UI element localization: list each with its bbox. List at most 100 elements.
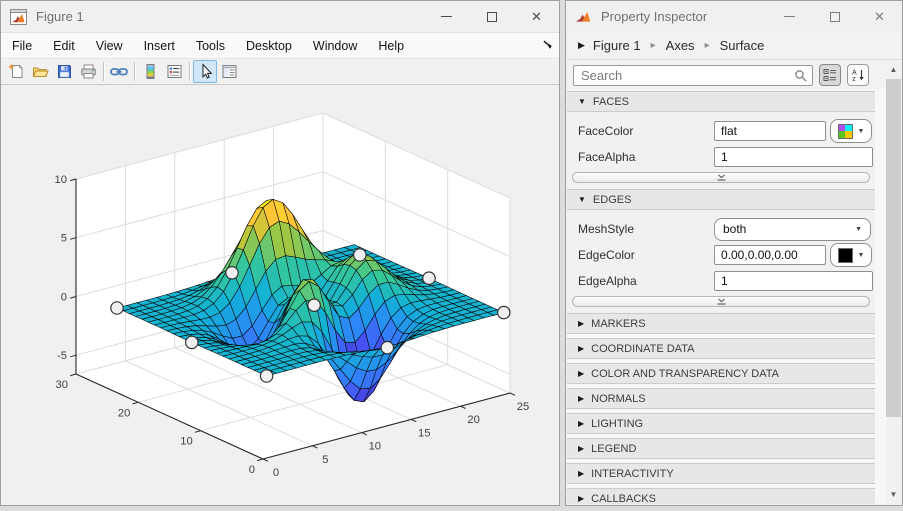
edgecolor-swatch-button[interactable]: ▼ (830, 243, 872, 267)
breadcrumb-item-axes[interactable]: Axes (665, 38, 695, 53)
new-figure-icon (7, 63, 23, 78)
svg-text:0: 0 (249, 464, 255, 476)
insert-colorbar-button[interactable] (138, 60, 162, 83)
breadcrumb-item-figure-1[interactable]: Figure 1 (592, 38, 641, 53)
breadcrumb-item-surface[interactable]: Surface (719, 38, 765, 53)
property-inspector-window: Property Inspector ✕ ▶ Figure 1 ▸ Axes ▸ Sur… (565, 0, 903, 506)
vertex-marker (307, 298, 321, 312)
new-figure-button[interactable] (4, 60, 28, 83)
section-coordinate-data-header[interactable]: ▶ COORDINATE DATA (567, 338, 875, 359)
expand-arrow-icon: ▶ (578, 469, 585, 478)
link-plot-button[interactable] (107, 60, 131, 83)
property-row-edgecolor: EdgeColor ▼ (567, 242, 875, 268)
section-color-and-transparency-data-header[interactable]: ▶ COLOR AND TRANSPARENCY DATA (567, 363, 875, 384)
window-title: Figure 1 (36, 9, 84, 24)
open-file-button[interactable] (28, 60, 52, 83)
scrollbar-thumb[interactable] (886, 79, 901, 417)
minimize-button[interactable] (767, 1, 812, 32)
sort-alphabetical-button[interactable]: A z (847, 64, 869, 86)
svg-text:-5: -5 (57, 350, 67, 362)
close-button[interactable]: ✕ (874, 8, 885, 24)
toolbar-separator (189, 62, 190, 81)
breadcrumb-separator-icon: ▸ (704, 40, 710, 51)
inspector-titlebar[interactable]: Property Inspector ✕ (566, 1, 902, 32)
edgecolor-input[interactable] (714, 245, 826, 265)
expand-arrow-icon: ▶ (578, 419, 585, 428)
menu-help[interactable]: Help (378, 38, 405, 53)
menu-window[interactable]: Window (312, 38, 358, 53)
property-inspector-button[interactable] (217, 60, 241, 83)
svg-text:15: 15 (418, 427, 430, 439)
vertex-marker (185, 335, 199, 350)
facecolor-input[interactable] (714, 121, 826, 141)
property-row-facealpha: FaceAlpha (567, 144, 875, 170)
expand-arrow-icon: ▶ (578, 394, 585, 403)
svg-text:0: 0 (273, 467, 279, 479)
menu-edit[interactable]: Edit (53, 38, 75, 53)
scroll-up-icon[interactable]: ▲ (889, 65, 898, 74)
scroll-down-icon[interactable]: ▼ (889, 490, 898, 499)
search-row: A z (567, 61, 886, 89)
breadcrumb-separator-icon: ▸ (650, 40, 656, 51)
property-row-meshstyle: MeshStyle both ▼ (567, 216, 875, 242)
section-normals-header[interactable]: ▶ NORMALS (567, 388, 875, 409)
search-input[interactable] (573, 64, 813, 86)
svg-text:5: 5 (322, 454, 328, 466)
dropdown-arrow-icon: ▼ (855, 225, 862, 233)
svg-text:10: 10 (55, 174, 67, 186)
search-icon (795, 69, 807, 81)
meshstyle-dropdown[interactable]: both ▼ (714, 217, 871, 241)
group-list-icon (823, 69, 836, 81)
facealpha-input[interactable] (714, 147, 873, 167)
vertex-marker (225, 266, 239, 280)
print-figure-button[interactable] (76, 60, 100, 83)
surface-mesh[interactable] (116, 199, 505, 403)
insert-legend-button[interactable] (162, 60, 186, 83)
group-view-button[interactable] (819, 64, 841, 86)
menu-tools[interactable]: Tools (195, 38, 226, 53)
figure-titlebar[interactable]: Figure 1 ✕ (1, 1, 559, 32)
section-interactivity-header[interactable]: ▶ INTERACTIVITY (567, 463, 875, 484)
maximize-button[interactable] (469, 1, 514, 32)
toolbar-separator (134, 62, 135, 81)
section-edges-body: MeshStyle both ▼ EdgeColor ▼ EdgeAlpha (567, 210, 875, 313)
section-edges-header[interactable]: ▼ EDGES (567, 189, 875, 210)
close-button[interactable]: ✕ (531, 8, 542, 24)
edges-more-properties-expander[interactable] (572, 296, 870, 307)
facecolor-swatch-button[interactable]: ▼ (830, 119, 872, 143)
scrollbar[interactable]: ▲ ▼ (886, 61, 901, 504)
surface-markers[interactable] (110, 248, 511, 383)
collapse-arrow-icon: ▼ (578, 195, 586, 204)
section-faces-header[interactable]: ▼ FACES (567, 91, 875, 112)
property-row-facecolor: FaceColor ▼ (567, 118, 875, 144)
menu-overflow-arrow-icon[interactable] (542, 39, 554, 52)
edgealpha-input[interactable] (714, 271, 873, 291)
plot-canvas[interactable]: 0 5 10 15 20 25 0 10 20 30 -5 0 5 10 (2, 85, 558, 504)
edit-plot-icon (202, 63, 212, 79)
property-inspector-icon (222, 65, 236, 78)
menu-desktop[interactable]: Desktop (246, 38, 292, 53)
section-lighting-header[interactable]: ▶ LIGHTING (567, 413, 875, 434)
figure-axes[interactable]: 0 5 10 15 20 25 0 10 20 30 -5 0 5 10 (2, 85, 560, 506)
breadcrumb-expand-icon[interactable]: ▶ (578, 40, 585, 50)
axis-tick-labels: 0 5 10 15 20 25 0 10 20 30 -5 0 5 10 (55, 174, 530, 479)
faces-more-properties-expander[interactable] (572, 172, 870, 183)
svg-text:30: 30 (56, 379, 68, 391)
matlab-logo-icon (576, 11, 591, 22)
breadcrumb: ▶ Figure 1 ▸ Axes ▸ Surface (567, 32, 901, 60)
menu-file[interactable]: File (12, 38, 33, 53)
minimize-button[interactable] (424, 1, 469, 32)
svg-text:10: 10 (369, 441, 381, 453)
section-markers-header[interactable]: ▶ MARKERS (567, 313, 875, 334)
edit-plot-button[interactable] (193, 60, 217, 83)
menu-view[interactable]: View (95, 38, 123, 53)
save-figure-button[interactable] (52, 60, 76, 83)
maximize-button[interactable] (812, 1, 857, 32)
section-callbacks-header[interactable]: ▶ CALLBACKS (567, 488, 875, 504)
dropdown-arrow-icon: ▼ (857, 251, 865, 259)
figure-window: Figure 1 ✕ File Edit View Insert Tools Deskto… (0, 0, 560, 506)
color-swatch-icon (837, 247, 853, 263)
vertex-marker (496, 305, 511, 320)
menu-insert[interactable]: Insert (143, 38, 175, 53)
section-legend-header[interactable]: ▶ LEGEND (567, 438, 875, 459)
